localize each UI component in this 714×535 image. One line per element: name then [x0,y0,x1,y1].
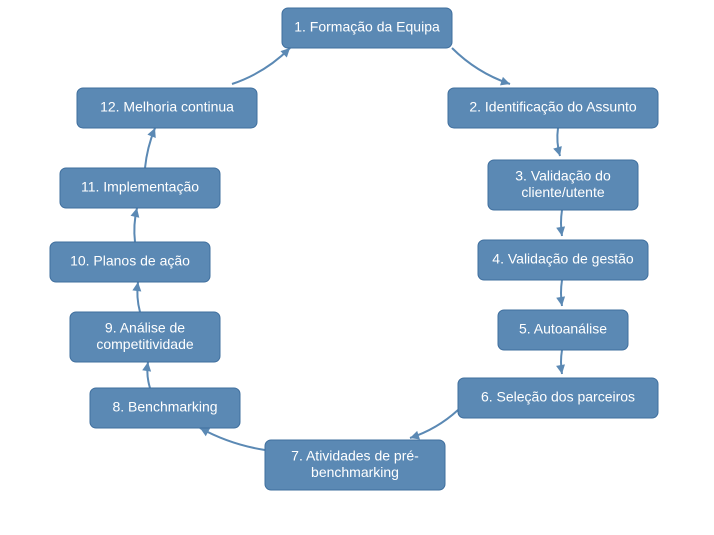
process-step: 3. Validação docliente/utente [488,160,638,210]
process-step: 4. Validação de gestão [478,240,648,280]
arrow-head-icon [556,296,565,306]
step-label: 3. Validação do [515,168,611,184]
step-label: 4. Validação de gestão [492,251,634,267]
arrow-head-icon [142,362,151,372]
process-step: 9. Análise decompetitividade [70,312,220,362]
step-label: 10. Planos de ação [70,253,190,269]
arrow [452,48,510,84]
step-label: cliente/utente [521,184,604,200]
arrow [200,428,265,450]
process-cycle-diagram: 1. Formação da Equipa 2. Identificação do… [0,0,714,535]
process-step: 2. Identificação do Assunto [448,88,658,128]
process-step: 10. Planos de ação [50,242,210,282]
step-label: 11. Implementação [81,179,199,195]
process-step: 5. Autoanálise [498,310,628,350]
process-step: 1. Formação da Equipa [282,8,452,48]
arrow-head-icon [556,364,565,374]
process-step: 6. Seleção dos parceiros [458,378,658,418]
step-label: 7. Atividades de pré- [291,448,419,464]
step-label: 9. Análise de [105,320,185,336]
step-label: 12. Melhoria continua [100,99,234,115]
step-label: benchmarking [311,464,399,480]
step-label: 2. Identificação do Assunto [469,99,637,115]
arrow-head-icon [410,431,420,440]
step-label: 6. Seleção dos parceiros [481,389,635,405]
arrow-head-icon [500,77,510,86]
process-step: 7. Atividades de pré-benchmarking [265,440,445,490]
arrow-head-icon [131,208,140,218]
step-label: 5. Autoanálise [519,321,607,337]
process-step: 8. Benchmarking [90,388,240,428]
process-step: 11. Implementação [60,168,220,208]
arrow-head-icon [556,226,565,236]
process-step: 12. Melhoria continua [77,88,257,128]
arrow [232,48,290,84]
nodes-layer: 1. Formação da Equipa 2. Identificação do… [50,8,658,490]
step-label: competitividade [96,336,193,352]
step-label: 1. Formação da Equipa [294,19,440,35]
step-label: 8. Benchmarking [112,399,217,415]
